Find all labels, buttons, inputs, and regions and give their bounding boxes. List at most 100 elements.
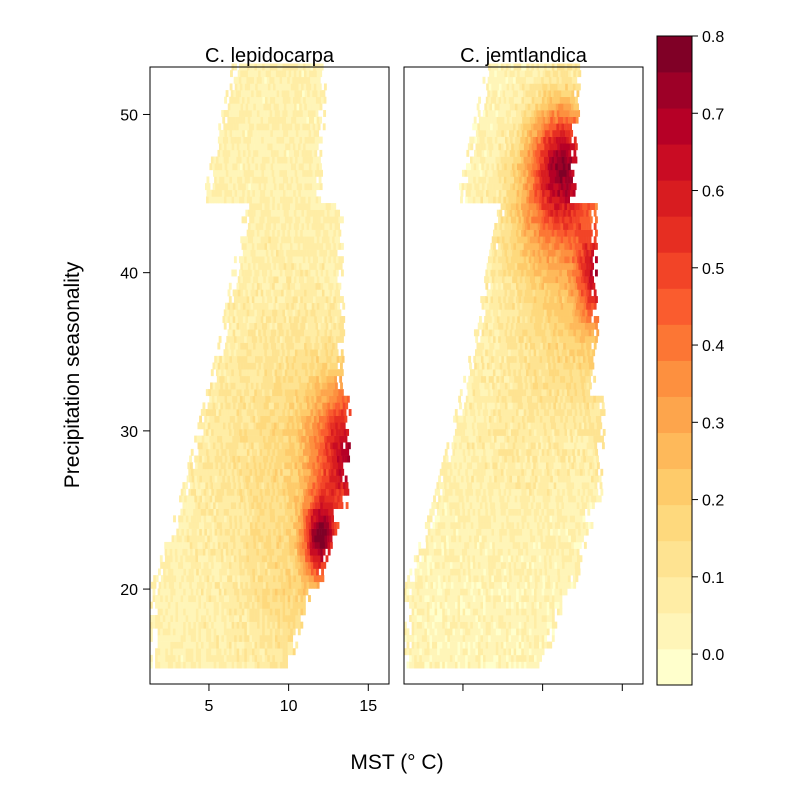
- heatmap-cell: [224, 581, 228, 589]
- heatmap-cell: [267, 129, 271, 137]
- heatmap-cell: [188, 648, 192, 656]
- heatmap-cell: [208, 608, 212, 616]
- heatmap-cell: [264, 428, 268, 436]
- heatmap-cell: [316, 163, 320, 171]
- heatmap-cell: [328, 335, 332, 343]
- heatmap-cell: [477, 615, 481, 622]
- heatmap-cell: [221, 508, 225, 516]
- heatmap-cell: [213, 389, 217, 397]
- heatmap-cell: [337, 222, 341, 230]
- heatmap-cell: [306, 375, 309, 383]
- heatmap-cell: [288, 129, 292, 137]
- heatmap-cell: [315, 216, 319, 224]
- heatmap-cell: [267, 256, 270, 264]
- heatmap-cell: [303, 515, 306, 523]
- heatmap-cell: [242, 581, 246, 589]
- heatmap-cell: [331, 395, 335, 403]
- heatmap-cell: [282, 369, 286, 377]
- heatmap-cell: [189, 581, 193, 589]
- heatmap-cell: [265, 262, 269, 270]
- heatmap-cell: [264, 322, 268, 330]
- heatmap-cell: [218, 502, 222, 509]
- heatmap-cell: [262, 196, 265, 204]
- heatmap-cell: [298, 189, 302, 197]
- heatmap-cell: [235, 136, 239, 144]
- heatmap-cell: [253, 535, 256, 543]
- heatmap-cell: [270, 96, 273, 104]
- heatmap-cell: [231, 555, 235, 563]
- heatmap-cell: [307, 482, 311, 490]
- heatmap-cell: [202, 495, 205, 503]
- heatmap-cell: [228, 389, 232, 397]
- heatmap-cell: [305, 335, 309, 343]
- heatmap-cell: [302, 90, 305, 98]
- heatmap-cell: [250, 316, 254, 323]
- heatmap-cell: [333, 468, 337, 476]
- heatmap-cell: [307, 269, 311, 277]
- heatmap-cell: [266, 555, 270, 563]
- heatmap-cell: [257, 395, 261, 403]
- heatmap-cell: [235, 289, 239, 297]
- heatmap-cell: [300, 143, 304, 151]
- heatmap-cell: [298, 302, 302, 310]
- heatmap-cell: [256, 123, 260, 131]
- heatmap-cell: [246, 508, 250, 516]
- heatmap-cell: [226, 428, 230, 436]
- heatmap-cell: [296, 455, 300, 463]
- heatmap-cell: [316, 209, 320, 217]
- heatmap-cell: [191, 535, 195, 543]
- heatmap-cell: [490, 654, 494, 662]
- heatmap-cell: [202, 422, 206, 430]
- heatmap-cell: [272, 428, 276, 436]
- heatmap-cell: [218, 608, 222, 616]
- heatmap-cell: [217, 581, 221, 589]
- heatmap-cell: [310, 269, 314, 277]
- heatmap-cell: [217, 342, 221, 350]
- heatmap-cell: [244, 242, 247, 250]
- heatmap-cell: [301, 83, 304, 91]
- heatmap-cell: [306, 522, 309, 529]
- heatmap-cell: [306, 236, 310, 244]
- heatmap-cell: [277, 555, 280, 563]
- heatmap-cell: [495, 641, 499, 649]
- heatmap-cell: [295, 129, 299, 137]
- heatmap-cell: [259, 468, 263, 476]
- heatmap-cell: [274, 309, 278, 317]
- heatmap-cell: [264, 335, 268, 343]
- heatmap-cell: [264, 216, 268, 224]
- heatmap-cell: [278, 163, 282, 171]
- heatmap-cell: [483, 661, 486, 669]
- heatmap-cell: [290, 110, 293, 117]
- heatmap-cell: [195, 601, 199, 609]
- heatmap-cell: [246, 143, 250, 151]
- heatmap-cell: [472, 648, 476, 656]
- heatmap-cell: [416, 615, 420, 622]
- heatmap-cell: [195, 641, 199, 649]
- heatmap-cell: [240, 236, 244, 244]
- heatmap-cell: [276, 136, 280, 144]
- heatmap-cell: [178, 568, 182, 576]
- heatmap-cell: [194, 495, 198, 503]
- heatmap-cell: [256, 256, 260, 264]
- heatmap-cell: [288, 355, 291, 363]
- heatmap-cell: [237, 329, 241, 337]
- heatmap-cell: [483, 634, 486, 642]
- heatmap-cell: [330, 203, 334, 210]
- heatmap-cell: [330, 502, 334, 509]
- heatmap-cell: [298, 83, 302, 91]
- heatmap-cell: [172, 654, 176, 662]
- heatmap-cell: [328, 369, 331, 377]
- heatmap-cell: [249, 389, 253, 397]
- heatmap-cell: [314, 462, 318, 470]
- heatmap-cell: [480, 621, 484, 629]
- heatmap-cell: [251, 322, 255, 330]
- heatmap-cell: [320, 216, 324, 224]
- heatmap-cell: [234, 83, 238, 91]
- heatmap-cell: [340, 369, 344, 377]
- heatmap-cell: [257, 561, 260, 569]
- heatmap-cell: [301, 362, 305, 370]
- heatmap-cell: [229, 621, 232, 629]
- heatmap-cell: [231, 349, 235, 357]
- heatmap-cell: [184, 548, 188, 556]
- heatmap-cell: [335, 242, 339, 250]
